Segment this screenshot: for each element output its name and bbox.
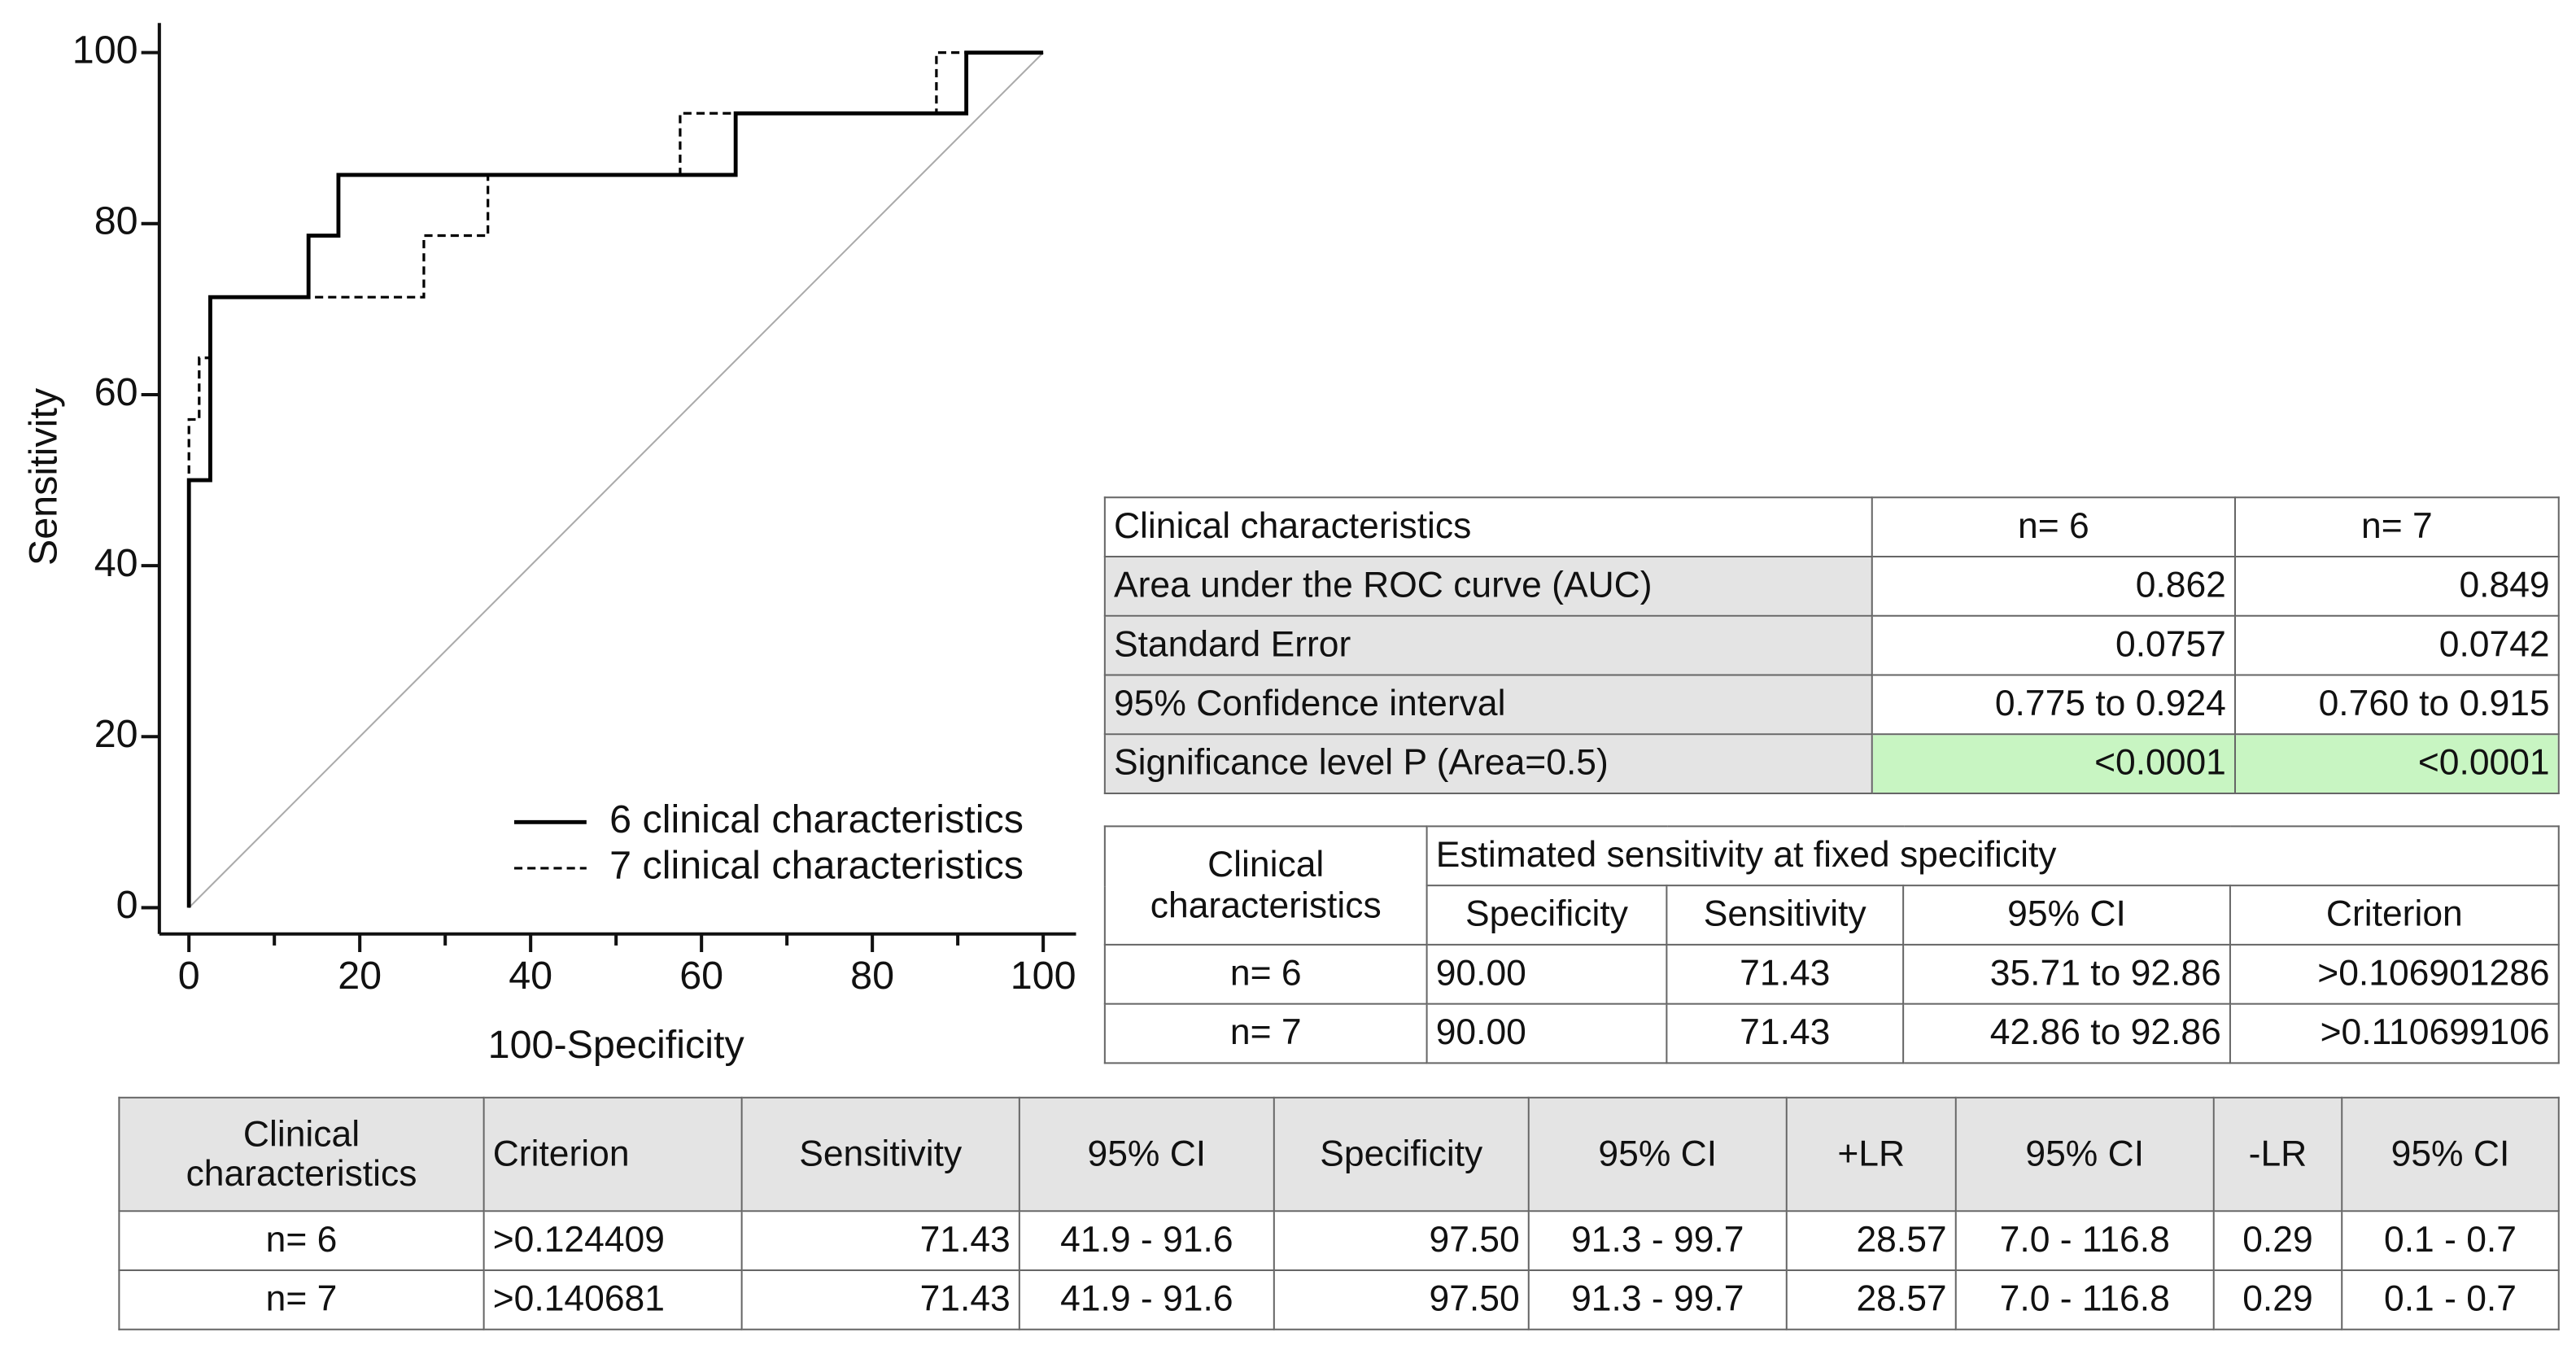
table-row: n= 6 >0.124409 71.43 41.9 - 91.6 97.50 91.3 -… <box>118 1210 2560 1272</box>
table-cell: Criterion <box>2229 885 2560 946</box>
x-tick-label: 60 <box>679 954 723 998</box>
table-cell: Clinical characteristics <box>1103 825 1428 946</box>
table-cell: 0.760 to 0.915 <box>2233 674 2560 736</box>
x-tick-label: 100 <box>1011 954 1076 998</box>
table-cell: 91.3 - 99.7 <box>1527 1269 1788 1330</box>
reference-line <box>188 51 1044 909</box>
header-row: Clinical characteristics Criterion Sensiti… <box>118 1096 2560 1212</box>
table-row: 95% Confidence interval 0.775 to 0.924 0.7… <box>1103 674 2560 736</box>
table-cell: 41.9 - 91.6 <box>1018 1210 1275 1272</box>
criterion-table: Clinical characteristics Criterion Sensiti… <box>118 1096 2560 1330</box>
table-cell: n= 6 <box>1103 943 1428 1005</box>
subheader-row: Specificity Sensitivity 95% CI Criterion <box>1105 885 2560 946</box>
table-cell: >0.110699106 <box>2229 1003 2560 1064</box>
table-cell: Estimated sensitivity at fixed specifici… <box>1426 825 2560 887</box>
table-cell: 71.43 <box>740 1210 1020 1272</box>
table-cell: 0.29 <box>2212 1269 2343 1330</box>
table-cell: 0.29 <box>2212 1210 2343 1272</box>
table-cell: 0.0742 <box>2233 614 2560 676</box>
legend-label: 7 clinical characteristics <box>609 844 1024 888</box>
header-row: Clinical characteristics Estimated sensit… <box>1103 825 2560 946</box>
table-cell: 28.57 <box>1785 1210 1957 1272</box>
table-cell: n= 6 <box>118 1210 485 1272</box>
x-tick-label: 40 <box>509 954 552 998</box>
table-cell: >0.124409 <box>482 1210 743 1272</box>
table-cell: 71.43 <box>1666 1003 1905 1064</box>
table-cell: n= 7 <box>1103 1003 1428 1064</box>
table-cell: 95% CI <box>2341 1096 2560 1212</box>
table-cell: 90.00 <box>1426 943 1668 1005</box>
table-cell: 95% CI <box>1954 1096 2215 1212</box>
table-cell: Clinical characteristics <box>118 1096 485 1212</box>
table-cell: 0.0757 <box>1871 614 2236 676</box>
table-row: n= 6 90.00 71.43 35.71 to 92.86 >0.106901286 <box>1103 943 2560 1005</box>
table-cell: 0.849 <box>2233 555 2560 617</box>
table-cell: Clinical characteristics <box>1103 496 1873 558</box>
table-cell: Standard Error <box>1103 614 1873 676</box>
y-axis-label: Sensitivity <box>21 387 65 566</box>
table-cell: 71.43 <box>740 1269 1020 1330</box>
table-cell: Significance level P (Area=0.5) <box>1103 733 1873 794</box>
roc-curve <box>186 50 1044 908</box>
header-row: Clinical characteristics n= 6 n= 7 <box>1103 496 2560 558</box>
y-tick-label: 0 <box>116 883 138 927</box>
table-cell: Sensitivity <box>740 1096 1020 1212</box>
y-tick-label: 80 <box>94 199 138 243</box>
roc-curve <box>187 51 1044 908</box>
table-cell: n= 7 <box>118 1269 485 1330</box>
x-tick-label: 80 <box>850 954 894 998</box>
table-cell: 0.1 - 0.7 <box>2341 1210 2560 1272</box>
table-cell: >0.140681 <box>482 1269 743 1330</box>
table-cell: Area under the ROC curve (AUC) <box>1103 555 1873 617</box>
table-cell: 95% CI <box>1902 885 2231 946</box>
table-cell: 97.50 <box>1273 1210 1530 1272</box>
legend-label: 6 clinical characteristics <box>609 797 1024 841</box>
table-cell: +LR <box>1785 1096 1957 1212</box>
table-cell: <0.0001 <box>2233 733 2560 794</box>
table-cell: 7.0 - 116.8 <box>1954 1269 2215 1330</box>
table-cell: 71.43 <box>1666 943 1905 1005</box>
x-tick-label: 20 <box>338 954 382 998</box>
table-cell: -LR <box>2212 1096 2343 1212</box>
y-tick-label: 40 <box>94 541 138 585</box>
table-cell: 0.862 <box>1871 555 2236 617</box>
table-cell: Specificity <box>1426 885 1668 946</box>
roc-chart: 100-Specificity Sensitivity 0 20 40 60 80 100… <box>21 23 1076 1067</box>
table-cell: 91.3 - 99.7 <box>1527 1210 1788 1272</box>
table-cell: <0.0001 <box>1871 733 2236 794</box>
table-cell: Criterion <box>482 1096 743 1212</box>
table-row: Significance level P (Area=0.5) <0.0001 <0… <box>1103 733 2560 794</box>
y-tick-label: 20 <box>94 712 138 756</box>
table-cell: Specificity <box>1273 1096 1530 1212</box>
y-tick-label: 60 <box>94 370 138 414</box>
table-cell: 7.0 - 116.8 <box>1954 1210 2215 1272</box>
table-cell: 97.50 <box>1273 1269 1530 1330</box>
table-row: n= 7 90.00 71.43 42.86 to 92.86 >0.110699106 <box>1103 1003 2560 1064</box>
y-tick-label: 100 <box>72 28 138 72</box>
table-cell: 95% CI <box>1018 1096 1275 1212</box>
table-cell: 35.71 to 92.86 <box>1902 943 2231 1005</box>
auc-table: Clinical characteristics n= 6 n= 7 Area und… <box>1103 496 2560 794</box>
table-row: n= 7 >0.140681 71.43 41.9 - 91.6 97.50 91.3 -… <box>118 1269 2560 1330</box>
table-row: Area under the ROC curve (AUC) 0.862 0.849 <box>1103 555 2560 617</box>
x-axis-label: 100-Specificity <box>488 1023 745 1067</box>
table-cell: 90.00 <box>1426 1003 1668 1064</box>
x-tick-label: 0 <box>178 954 200 998</box>
table-cell: >0.106901286 <box>2229 943 2560 1005</box>
table-cell: n= 6 <box>1871 496 2236 558</box>
table-cell: 95% CI <box>1527 1096 1788 1212</box>
table-row: Standard Error 0.0757 0.0742 <box>1103 614 2560 676</box>
table-cell: 95% Confidence interval <box>1103 674 1873 736</box>
table-cell: 0.1 - 0.7 <box>2341 1269 2560 1330</box>
table-cell: 28.57 <box>1785 1269 1957 1330</box>
table-cell: Sensitivity <box>1666 885 1905 946</box>
table-cell: 0.775 to 0.924 <box>1871 674 2236 736</box>
table-cell: 42.86 to 92.86 <box>1902 1003 2231 1064</box>
sensitivity-table: Clinical characteristics Estimated sensit… <box>1103 825 2560 1064</box>
table-cell: n= 7 <box>2233 496 2560 558</box>
table-cell: 41.9 - 91.6 <box>1018 1269 1275 1330</box>
